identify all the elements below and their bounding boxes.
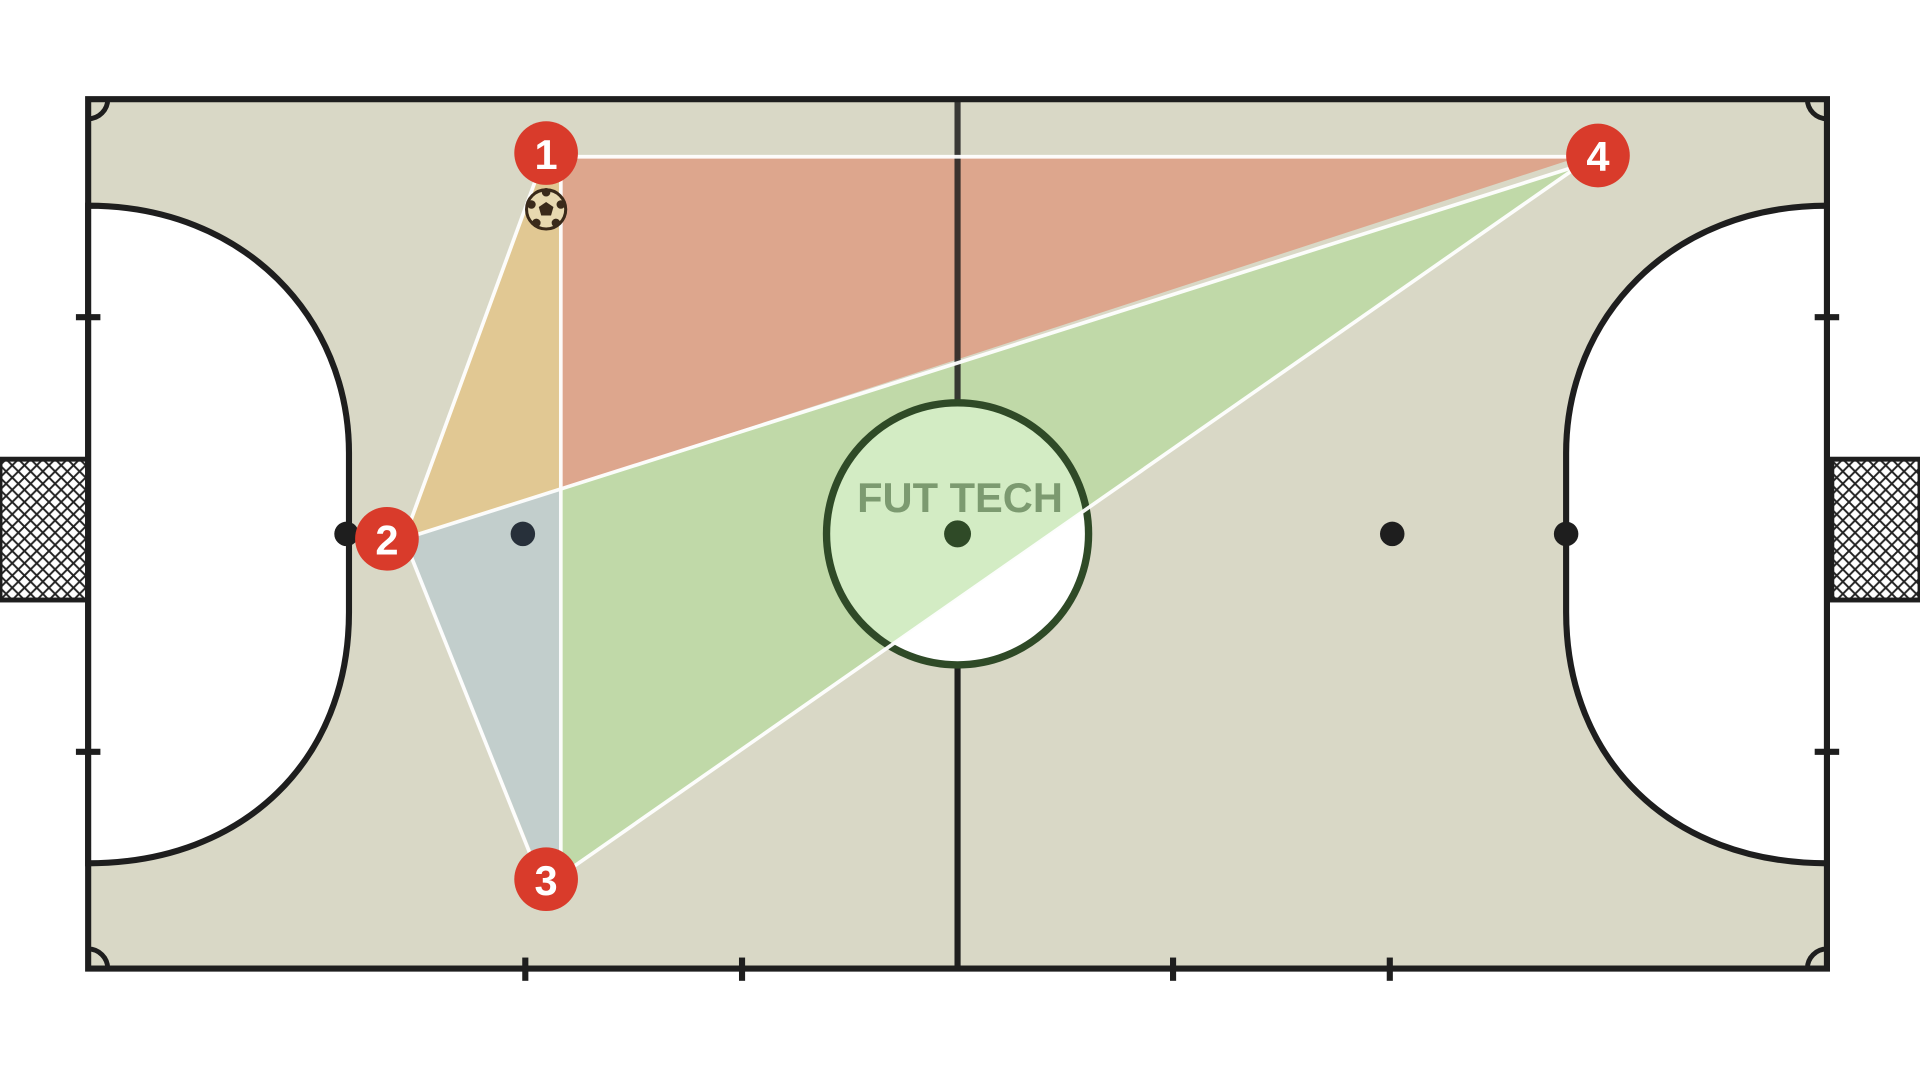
penalty-spots [334, 521, 1579, 547]
passing-lines [402, 154, 1581, 878]
corner-arcs [87, 98, 1828, 969]
zone-red [560, 156, 1580, 489]
left-penalty-area [85, 202, 353, 867]
player-label: 4 [1586, 133, 1609, 180]
player-marker-3[interactable]: 3 [514, 847, 578, 912]
player-label: 3 [535, 857, 558, 904]
center-circle-line [822, 399, 1093, 669]
player-marker-2[interactable]: 2 [355, 506, 419, 571]
soccer-ball-icon [525, 187, 568, 231]
right-goal-net [1829, 456, 1920, 603]
left-goal-net [0, 456, 91, 603]
right-penalty-area [1563, 202, 1830, 867]
player-label: 1 [535, 131, 558, 178]
center-spot [944, 520, 972, 548]
fut-tech-logo: FUT TECH [857, 474, 1063, 521]
zone-blue [404, 488, 561, 876]
zone-orange [404, 171, 561, 539]
court-tick-marks [75, 314, 1840, 981]
player-label: 2 [375, 517, 398, 564]
player-marker-1[interactable]: 1 [514, 121, 578, 185]
player-marker-4[interactable]: 4 [1566, 123, 1630, 188]
